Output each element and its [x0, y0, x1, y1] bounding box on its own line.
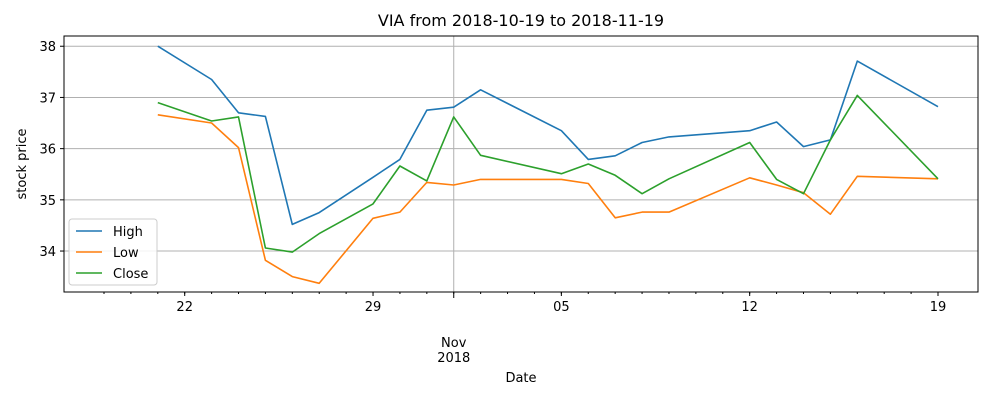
x-year-label: 2018 — [437, 351, 470, 366]
legend-label-low: Low — [113, 246, 139, 261]
x-tick-label: 12 — [741, 300, 758, 315]
y-tick-label: 34 — [39, 245, 56, 260]
legend: High Low Close — [68, 218, 158, 286]
x-axis-title: Date — [505, 371, 536, 386]
legend-label-high: High — [113, 225, 143, 240]
y-tick-label: 36 — [39, 143, 56, 158]
x-month-label: Nov — [441, 336, 467, 351]
legend-label-close: Close — [113, 267, 148, 282]
x-tick-label: 19 — [930, 300, 947, 315]
legend-box — [68, 218, 158, 286]
y-axis-title: stock price — [15, 129, 30, 200]
series-lines — [157, 45, 939, 285]
x-tick-label: 22 — [176, 300, 193, 315]
y-axis: 34 35 36 37 38 — [39, 40, 64, 260]
series-line-close — [157, 94, 939, 253]
grid — [64, 36, 978, 292]
y-tick-label: 37 — [39, 91, 56, 106]
series-line-high — [157, 45, 939, 226]
plot-frame — [63, 35, 979, 293]
y-tick-label: 38 — [39, 40, 56, 55]
series-line-low — [157, 114, 939, 285]
x-tick-label: 29 — [365, 300, 382, 315]
y-tick-label: 35 — [39, 194, 56, 209]
x-tick-label: 05 — [553, 300, 570, 315]
chart-title: VIA from 2018-10-19 to 2018-11-19 — [378, 11, 664, 30]
